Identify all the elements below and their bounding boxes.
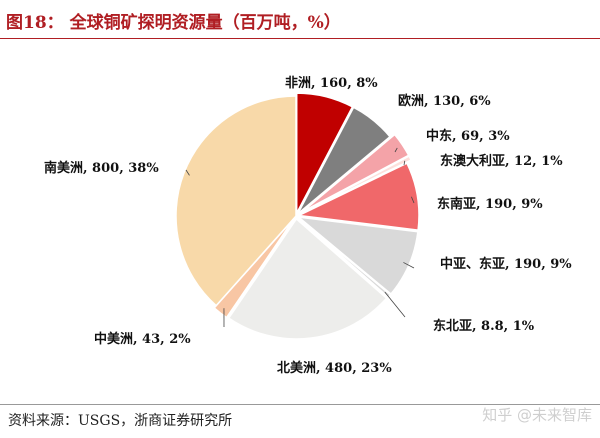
slice-label-north_america: 北美洲, 480, 23%: [277, 360, 392, 376]
slice-label-middle_east: 中东, 69, 3%: [426, 128, 510, 144]
footer-rule: [0, 404, 600, 405]
slice-label-central_america: 中美洲, 43, 2%: [94, 331, 191, 347]
slice-label-africa: 非洲, 160, 8%: [285, 75, 378, 91]
pie-slice-northeast_asia: [297, 217, 392, 299]
slice-label-south_america: 南美洲, 800, 38%: [44, 160, 159, 176]
slice-label-central_east_asia: 中亚、东亚, 190, 9%: [440, 256, 572, 272]
pie-slice-central_east_asia: [296, 216, 419, 296]
slice-label-southeast_asia: 东南亚, 190, 9%: [437, 196, 543, 212]
slice-labels: 非洲, 160, 8% 欧洲, 130, 6% 中东, 69, 3% 东澳大利亚, 1…: [44, 75, 572, 376]
pie-slice-central_america: [213, 217, 295, 319]
pie-slices: [175, 92, 420, 340]
pie-slice-africa: [295, 92, 354, 214]
source-note: 资料来源：USGS，浙商证券研究所: [8, 413, 233, 429]
leader-line-australia: [403, 160, 406, 166]
slice-label-europe: 欧洲, 130, 6%: [398, 93, 491, 109]
title-rule: [0, 38, 600, 39]
slice-label-australia: 东澳大利亚, 12, 1%: [440, 153, 563, 169]
pie-slice-australia: [302, 155, 413, 214]
leader-line-south_america: [185, 169, 190, 176]
pie-slice-europe: [297, 106, 392, 215]
pie-slice-southeast_asia: [296, 162, 420, 231]
pie-slice-south_america: [175, 95, 297, 307]
leader-line-central_east_asia: [403, 262, 415, 269]
pie-slice-middle_east: [302, 133, 410, 213]
slice-label-northeast_asia: 东北亚, 8.8, 1%: [433, 318, 535, 334]
chart-title: 图18： 全球铜矿探明资源量（百万吨，%）: [6, 13, 341, 33]
watermark-text: 知乎 @未来智库: [482, 406, 592, 424]
pie-slice-north_america: [227, 217, 388, 340]
leader-line-middle_east: [394, 147, 398, 153]
leader-line-northeast_asia: [384, 291, 406, 318]
leader-line-southeast_asia: [411, 196, 415, 204]
leader-lines: [185, 147, 415, 328]
